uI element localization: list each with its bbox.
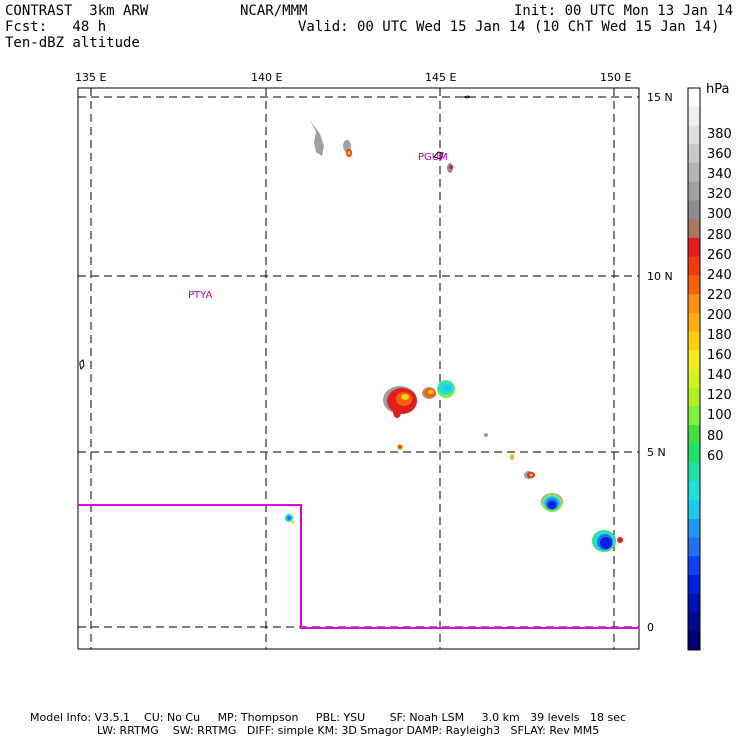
place-label-ptya: PTYA [188, 290, 213, 301]
colorbar-unit: hPa [706, 82, 730, 97]
colorbar-swatch [688, 631, 700, 651]
lon-label-140: 140 E [251, 71, 283, 84]
colorbar-label: 120 [707, 388, 732, 404]
lon-label-135: 135 E [75, 71, 107, 84]
lon-label-145: 145 E [425, 71, 457, 84]
colorbar-swatch [688, 518, 700, 539]
map-frame [77, 87, 640, 650]
lat-label-10n: 10 N [647, 270, 673, 283]
colorbar-swatch [688, 200, 700, 220]
center-name: NCAR/MMM [240, 3, 308, 19]
colorbar-swatch [688, 350, 700, 370]
colorbar-swatch [688, 181, 700, 201]
colorbar-label: 340 [707, 167, 732, 183]
colorbar-swatch [688, 144, 700, 164]
boundary-line [78, 504, 639, 629]
colorbar-swatch [688, 556, 700, 576]
lon-label-150: 150 E [600, 71, 632, 84]
colorbar-label: 300 [707, 207, 732, 223]
colorbar-swatch [688, 462, 700, 482]
colorbar-swatch [688, 443, 700, 464]
lat-lon-grid [78, 88, 639, 649]
colorbar-label: 240 [707, 267, 732, 283]
colorbar-swatch [688, 256, 700, 276]
island-palau [79, 359, 85, 370]
colorbar-swatch [688, 406, 700, 426]
colorbar-swatch [688, 106, 700, 126]
colorbar [687, 87, 701, 651]
colorbar-swatch [688, 537, 700, 557]
colorbar-swatch [688, 593, 700, 614]
model-info-line1: Model Info: V3.5.1 CU: No Cu MP: Thompso… [30, 711, 627, 724]
colorbar-swatch [688, 219, 700, 239]
colorbar-swatch [688, 387, 700, 407]
echo-cells [285, 120, 623, 552]
colorbar-label: 80 [707, 428, 724, 444]
model-info-line2: LW: RRTMG SW: RRTMG DIFF: simple KM: 3D … [97, 724, 600, 737]
lat-label-5n: 5 N [647, 446, 666, 459]
colorbar-swatch [688, 294, 700, 314]
colorbar-label: 180 [707, 328, 732, 343]
colorbar-swatch [688, 425, 700, 445]
lat-label-0: 0 [647, 621, 654, 634]
island-coast [462, 95, 472, 99]
colorbar-label: 60 [707, 448, 724, 464]
field-name: Ten-dBZ altitude [5, 35, 140, 51]
colorbar-label: 160 [707, 348, 732, 364]
colorbar-swatch [688, 369, 700, 389]
colorbar-swatch [688, 612, 700, 632]
colorbar-label: 260 [707, 247, 732, 263]
lat-label-15n: 15 N [647, 91, 673, 104]
init-time: Init: 00 UTC Mon 13 Jan 14 [514, 3, 734, 19]
colorbar-swatch [688, 331, 700, 351]
model-title: CONTRAST 3km ARW [5, 3, 149, 19]
colorbar-label: 200 [707, 307, 732, 323]
colorbar-swatch [688, 88, 700, 108]
colorbar-label: 100 [707, 408, 732, 424]
colorbar-label: 320 [707, 187, 732, 203]
valid-time: Valid: 00 UTC Wed 15 Jan 14 (10 ChT Wed … [298, 19, 720, 35]
colorbar-label: 360 [707, 147, 732, 163]
forecast-hour: Fcst: 48 h [5, 19, 107, 35]
colorbar-swatch [688, 162, 700, 183]
colorbar-swatch [688, 500, 700, 520]
colorbar-swatch [688, 312, 700, 333]
colorbar-swatch [688, 237, 700, 258]
colorbar-swatch [688, 575, 700, 595]
colorbar-swatch [688, 125, 700, 145]
colorbar-frame [687, 87, 701, 651]
colorbar-label: 280 [707, 227, 732, 243]
colorbar-swatch [688, 481, 700, 501]
colorbar-label: 140 [707, 368, 732, 384]
colorbar-label: 380 [707, 127, 732, 142]
island-guam [433, 151, 444, 160]
place-label-pgum: PGUM [418, 152, 448, 163]
colorbar-label: 220 [707, 287, 732, 303]
colorbar-swatch [688, 275, 700, 295]
